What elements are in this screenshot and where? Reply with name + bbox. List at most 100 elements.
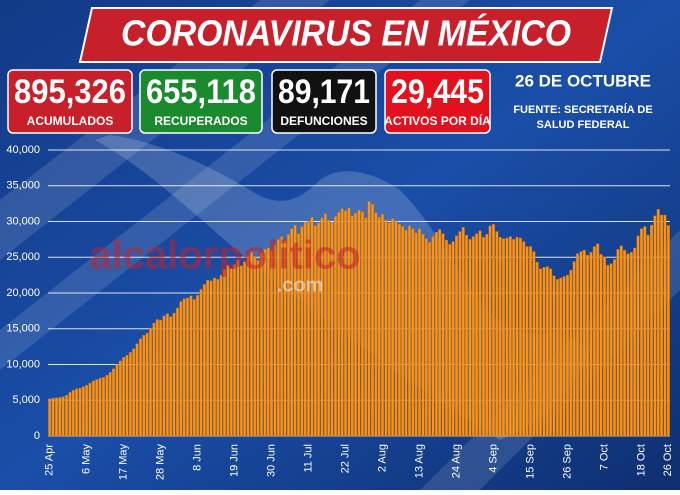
- bar: [118, 360, 122, 437]
- stat-number: 895,326: [14, 73, 126, 111]
- stat-label: DEFUNCIONES: [280, 114, 367, 128]
- bar: [465, 234, 469, 437]
- stat-number: 89,171: [278, 73, 370, 111]
- bar: [572, 261, 576, 437]
- bar: [650, 224, 653, 437]
- bar: [88, 382, 92, 437]
- bar: [219, 274, 223, 437]
- y-tick-label: 0: [34, 430, 40, 442]
- bar: [401, 226, 405, 437]
- bar: [619, 245, 623, 437]
- bar: [545, 266, 549, 437]
- bar: [421, 234, 425, 437]
- bar: [539, 268, 543, 437]
- stat-label: RECUPERADOS: [154, 114, 247, 128]
- bar: [468, 239, 472, 437]
- bar: [239, 265, 243, 437]
- bar: [51, 397, 55, 437]
- bar: [179, 301, 183, 437]
- bar: [112, 368, 116, 437]
- bar: [381, 214, 385, 437]
- bar: [455, 235, 458, 437]
- bar: [599, 254, 603, 437]
- bar: [344, 210, 348, 437]
- bar: [391, 218, 395, 437]
- bar: [340, 208, 344, 437]
- bar: [236, 259, 240, 437]
- x-tick-label: 28 May: [155, 444, 167, 481]
- watermark: .com: [277, 274, 324, 296]
- x-tick-label: 24 Aug: [450, 444, 462, 478]
- bar: [528, 246, 532, 437]
- bar: [532, 251, 536, 437]
- bar: [559, 277, 563, 437]
- bar: [186, 297, 190, 437]
- y-tick-label: 20,000: [6, 287, 40, 299]
- x-tick-label: 17 May: [118, 444, 130, 481]
- y-tick-label: 15,000: [6, 323, 40, 335]
- bar: [579, 251, 583, 437]
- bar: [226, 264, 230, 437]
- bar: [162, 315, 166, 437]
- bar: [256, 260, 260, 437]
- bar: [283, 240, 287, 437]
- bar: [280, 236, 284, 437]
- bar: [115, 364, 119, 437]
- bar: [471, 236, 475, 437]
- bar: [414, 232, 418, 437]
- bar: [589, 252, 593, 437]
- x-tick-label: 25 Apr: [44, 444, 56, 476]
- bar: [138, 338, 142, 437]
- bar: [71, 390, 75, 437]
- bar: [434, 232, 438, 437]
- stat-box: [139, 69, 263, 134]
- bar: [636, 235, 640, 437]
- bar: [54, 397, 58, 437]
- stat-box: [271, 69, 377, 134]
- bar: [196, 294, 200, 437]
- x-tick-label: 19 Jun: [229, 444, 241, 477]
- x-tick-label: 30 Jun: [265, 444, 277, 477]
- bar: [639, 228, 643, 437]
- bar: [189, 295, 193, 437]
- bar: [602, 257, 606, 437]
- bar: [169, 316, 173, 437]
- bar: [105, 375, 109, 437]
- bar: [384, 219, 388, 437]
- bar: [310, 217, 314, 437]
- bar: [313, 225, 317, 437]
- bar: [223, 269, 226, 437]
- bar: [212, 277, 216, 437]
- bar: [243, 261, 247, 437]
- bar: [246, 255, 250, 437]
- bar: [656, 209, 660, 437]
- x-tick-label: 13 Aug: [413, 444, 425, 478]
- bar: [354, 212, 358, 437]
- bar: [569, 269, 573, 437]
- bar: [270, 249, 274, 437]
- bar: [290, 228, 294, 437]
- bar: [404, 229, 408, 437]
- bar: [613, 259, 617, 437]
- stat-number: 29,445: [391, 73, 484, 111]
- bar: [276, 239, 280, 437]
- x-tick-label: 8 Jun: [192, 444, 204, 471]
- bar: [266, 247, 270, 437]
- bar: [65, 395, 68, 437]
- bar: [216, 279, 220, 437]
- bar: [370, 204, 374, 437]
- bar: [229, 268, 233, 437]
- stat-label: ACUMULADOS: [27, 114, 114, 128]
- bar: [337, 212, 341, 437]
- bar: [263, 249, 267, 437]
- bar: [108, 372, 112, 437]
- bar: [387, 222, 391, 437]
- bar: [317, 222, 321, 437]
- bar: [233, 264, 237, 437]
- bar: [199, 289, 203, 437]
- x-tick-label: 11 Jul: [302, 444, 314, 473]
- bar: [350, 215, 354, 437]
- bar: [441, 233, 445, 437]
- bar: [542, 267, 546, 437]
- bar: [360, 211, 364, 437]
